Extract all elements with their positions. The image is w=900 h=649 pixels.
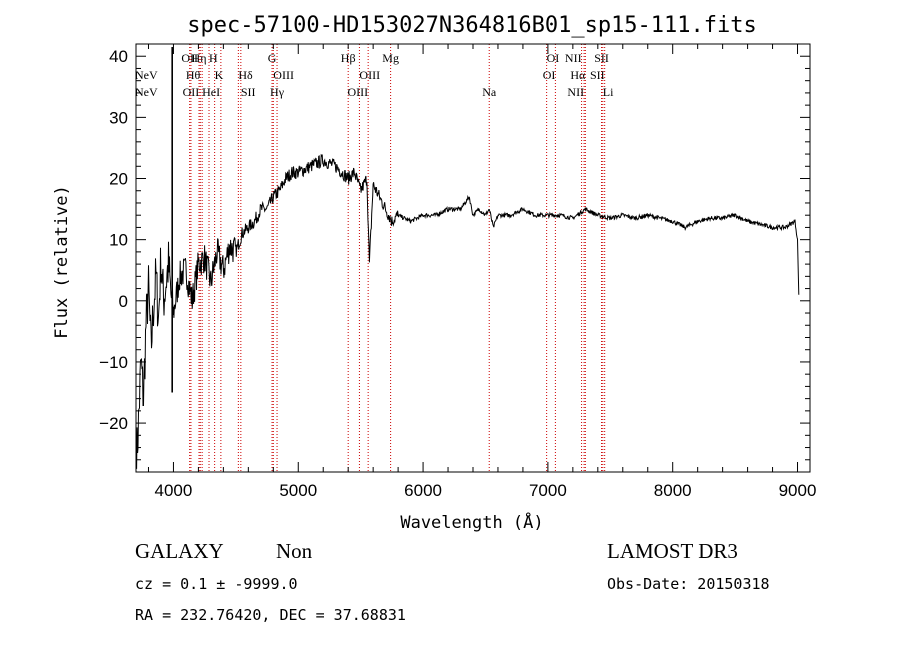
x-tick-label-2: 6000 (404, 481, 442, 500)
line-marker-label-24: SII (590, 68, 605, 82)
obs-date: Obs-Date: 20150318 (607, 575, 770, 593)
line-marker-label-10: G (268, 51, 277, 65)
line-marker-label-8: Hδ (238, 68, 253, 82)
line-marker-label-1: OII (183, 85, 200, 99)
line-marker-label-4: HeI (202, 85, 220, 99)
line-marker-label-0: OII (181, 51, 198, 65)
redshift-readout: cz = 0.1 ± -9999.0 (135, 575, 298, 593)
x-tick-label-4: 8000 (654, 481, 692, 500)
plot-frame (135, 43, 811, 473)
line-marker-label-21: Hα (570, 68, 586, 82)
y-tick-label-3: 10 (109, 231, 128, 250)
y-tick-label-2: 0 (119, 292, 128, 311)
x-axis-label: Wavelength (Å) (400, 511, 543, 533)
axes: 4000 5000 6000 7000 8000 9000 −20 −10 0 10 20 30 40 (99, 43, 817, 500)
line-marker-label-12: Hγ (270, 85, 285, 99)
line-marker-label-23: SII (594, 51, 609, 65)
line-marker-layer (189, 44, 606, 472)
x-tick-label-0: 4000 (155, 481, 193, 500)
y-tick-label-1: −10 (99, 353, 128, 372)
line-marker-label-16: Mg (382, 51, 399, 65)
chart-title: spec-57100-HD153027N364816B01_sp15-111.f… (187, 13, 757, 38)
line-marker-label-14: OIII (359, 68, 380, 82)
line-marker-label-3: Hθ (186, 68, 201, 82)
survey-name: LAMOST DR3 (607, 539, 738, 563)
nev-label-1: NeV (135, 85, 158, 99)
spectrum-line (136, 153, 800, 469)
nev-label-0: NeV (135, 68, 158, 82)
line-marker-label-13: Hβ (341, 51, 356, 65)
line-marker-label-18: OI (547, 51, 560, 65)
object-class: GALAXY (135, 539, 224, 563)
line-marker-label-25: Li (603, 85, 614, 99)
line-marker-label-11: OIII (273, 68, 294, 82)
line-marker-label-9: SII (241, 85, 256, 99)
line-marker-label-2: Hη (192, 51, 207, 65)
y-tick-label-5: 30 (109, 108, 128, 127)
line-marker-label-20: NII (565, 51, 582, 65)
coordinates: RA = 232.76420, DEC = 37.68831 (135, 606, 406, 624)
line-marker-label-5: H (209, 51, 218, 65)
y-tick-label-6: 40 (109, 47, 128, 66)
line-marker-label-19: OI (543, 68, 556, 82)
x-tick-label-3: 7000 (529, 481, 567, 500)
x-tick-label-5: 9000 (779, 481, 817, 500)
y-tick-label-4: 20 (109, 170, 128, 189)
y-axis-label: Flux (relative) (52, 185, 72, 339)
line-marker-label-6: K (215, 68, 224, 82)
line-marker-label-15: OIII (347, 85, 368, 99)
plot-area (136, 47, 800, 469)
line-marker-label-22: NII (567, 85, 584, 99)
y-tick-label-0: −20 (99, 414, 128, 433)
x-tick-label-1: 5000 (279, 481, 317, 500)
line-marker-label-17: Na (482, 85, 497, 99)
object-subclass: Non (276, 539, 313, 563)
